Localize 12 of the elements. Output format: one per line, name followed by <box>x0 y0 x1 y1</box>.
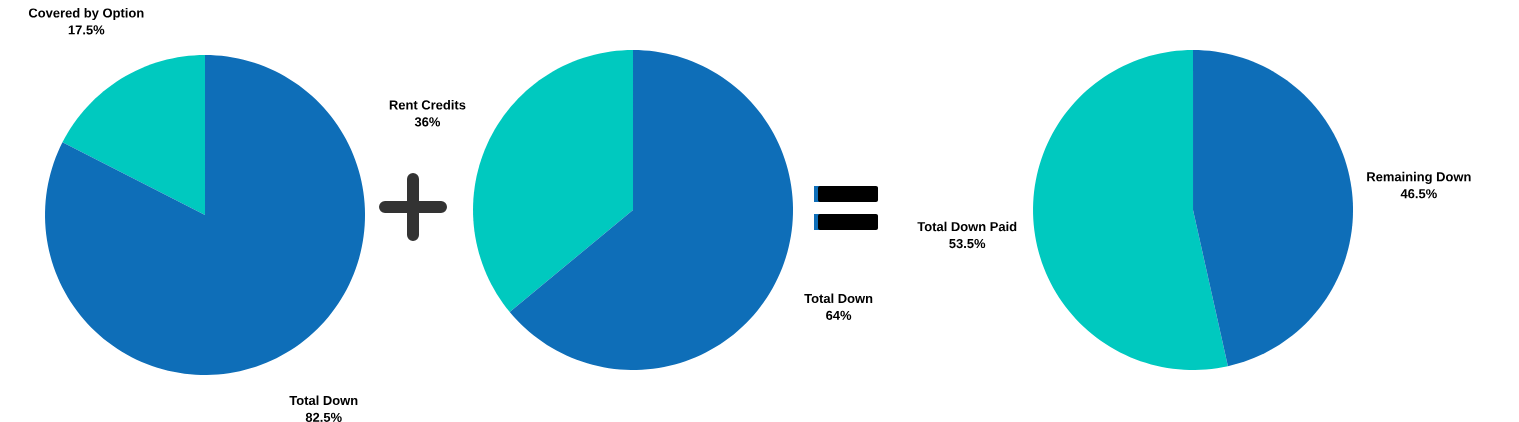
slice-label: Total Down <box>289 395 358 405</box>
slice-label: Total Down <box>804 293 873 304</box>
slice-label: Rent Credits <box>389 100 466 110</box>
data-label: 17.5% <box>68 25 105 35</box>
data-label: 64% <box>826 310 852 320</box>
slice-label: Total Down Paid <box>917 221 1017 232</box>
data-label: 53.5% <box>949 238 986 249</box>
slice-label: Covered by Option <box>28 8 144 21</box>
data-label: 36% <box>414 117 441 127</box>
slice-label: Remaining Down <box>1367 171 1471 184</box>
data-label: 46.5% <box>1400 189 1437 199</box>
data-label: 82.5% <box>305 412 342 422</box>
